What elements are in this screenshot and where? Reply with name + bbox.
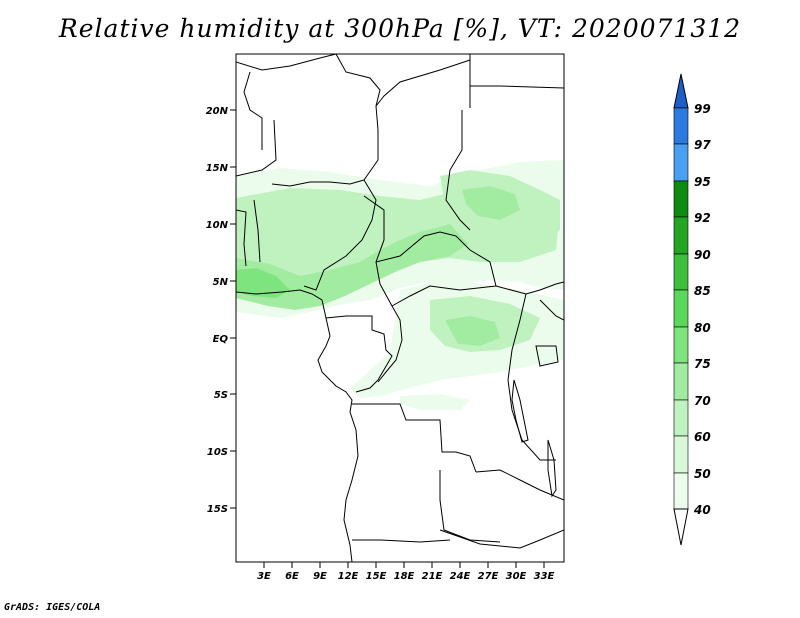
colorbar-segment-90 [673,216,689,255]
lat-label-20n: 20N [206,106,229,117]
colorbar-label-75: 75 [694,357,711,371]
lake-malawi [547,439,557,498]
border-niger-nigeria [271,179,365,187]
lat-label-5s: 5S [214,390,228,401]
colorbar-top-triangle [673,73,689,109]
map-title: Relative humidity at 300hPa [%], VT: 202… [58,14,742,43]
colorbar-segment-92 [673,180,689,218]
lat-label-eq: EQ [213,334,229,345]
lon-label-33e: 33E [534,571,555,582]
border-niger-chad [363,105,379,181]
lat-axis: 20N 15N 10N 5N EQ 5S 10S 15S [206,106,236,515]
lat-label-15s: 15S [207,504,228,515]
lat-label-10n: 10N [206,220,229,231]
border-egypt-sudan [470,85,564,89]
colorbar-segment-40 [673,472,689,510]
colorbar-segment-50 [673,435,689,474]
border-uganda-kenya [539,299,564,321]
colorbar-label-85: 85 [694,284,711,298]
lon-label-18e: 18E [394,571,415,582]
colorbar-label-97: 97 [694,138,711,152]
colorbar-label-80: 80 [694,321,711,335]
border-car-drc [391,285,497,307]
country-borders [236,54,564,562]
lat-label-10s: 10S [207,447,228,458]
map-frame [235,53,565,563]
humidity-area-congo-high [445,316,500,346]
lon-label-12e: 12E [338,571,359,582]
colorbar-label-50: 50 [694,467,711,481]
border-ghana [236,209,247,267]
border-mali-algeria [236,54,337,71]
lat-label-5n: 5N [213,277,229,288]
lon-label-30e: 30E [506,571,527,582]
humidity-area-east-high [462,186,520,220]
colorbar-label-70: 70 [694,394,711,408]
colorbar-label-90: 90 [694,248,711,262]
colorbar-label-60: 60 [694,430,711,444]
border-niger-libya [375,59,471,107]
border-niger-algeria [335,54,381,107]
colorbar-segment-97 [673,107,689,145]
colorbar-segment-95 [673,143,689,182]
colorbar-segment-60 [673,399,689,437]
border-cameroon-chad [363,195,393,307]
colorbar: 99 97 95 92 90 85 80 75 70 60 50 40 [673,73,711,546]
colorbar-segment-85 [673,253,689,291]
lon-label-27e: 27E [478,571,499,582]
border-gabon-congo [325,315,393,393]
colorbar-label-99: 99 [694,102,711,116]
border-drc-angola [352,403,477,473]
lon-axis: 3E 6E 9E 12E 15E 18E 21E 24E 27E 30E 33E [257,562,555,582]
colorbar-segment-80 [673,289,689,328]
coast-west-africa [236,289,359,562]
humidity-shading [236,160,564,410]
colorbar-label-92: 92 [694,211,711,225]
border-mali-niger [243,71,263,150]
colorbar-bottom-triangle [673,508,689,546]
border-chad-sudan [445,110,471,231]
lon-label-24e: 24E [450,571,471,582]
border-congo-drc [377,305,403,383]
border-angola-zambia [439,470,501,543]
border-chad-car [375,231,457,263]
border-benin-togo [253,199,261,263]
lon-label-3e: 3E [257,571,271,582]
colorbar-label-40: 40 [693,503,711,517]
lon-label-21e: 21E [422,571,443,582]
lake-victoria [535,345,559,367]
border-angola-namibia [352,539,451,543]
lon-label-15e: 15E [366,571,387,582]
border-south-sudan [495,281,564,295]
grads-credit: GrADS: IGES/COLA [4,602,101,613]
humidity-area-coast [236,224,468,310]
lon-label-6e: 6E [285,571,299,582]
lon-label-9e: 9E [313,571,327,582]
colorbar-segment-75 [673,326,689,364]
border-zambia-zimbabwe [439,529,564,549]
border-car-sudan [455,235,497,287]
humidity-area-south-patch [400,394,470,410]
border-burkina [236,119,277,177]
colorbar-segment-70 [673,362,689,401]
border-drc-east [507,293,556,461]
humidity-area-west-peak [236,268,290,298]
colorbar-label-95: 95 [694,175,711,189]
lake-tanganyika [511,379,529,443]
border-zambia-mozambique [475,469,564,501]
lat-label-15n: 15N [206,163,229,174]
